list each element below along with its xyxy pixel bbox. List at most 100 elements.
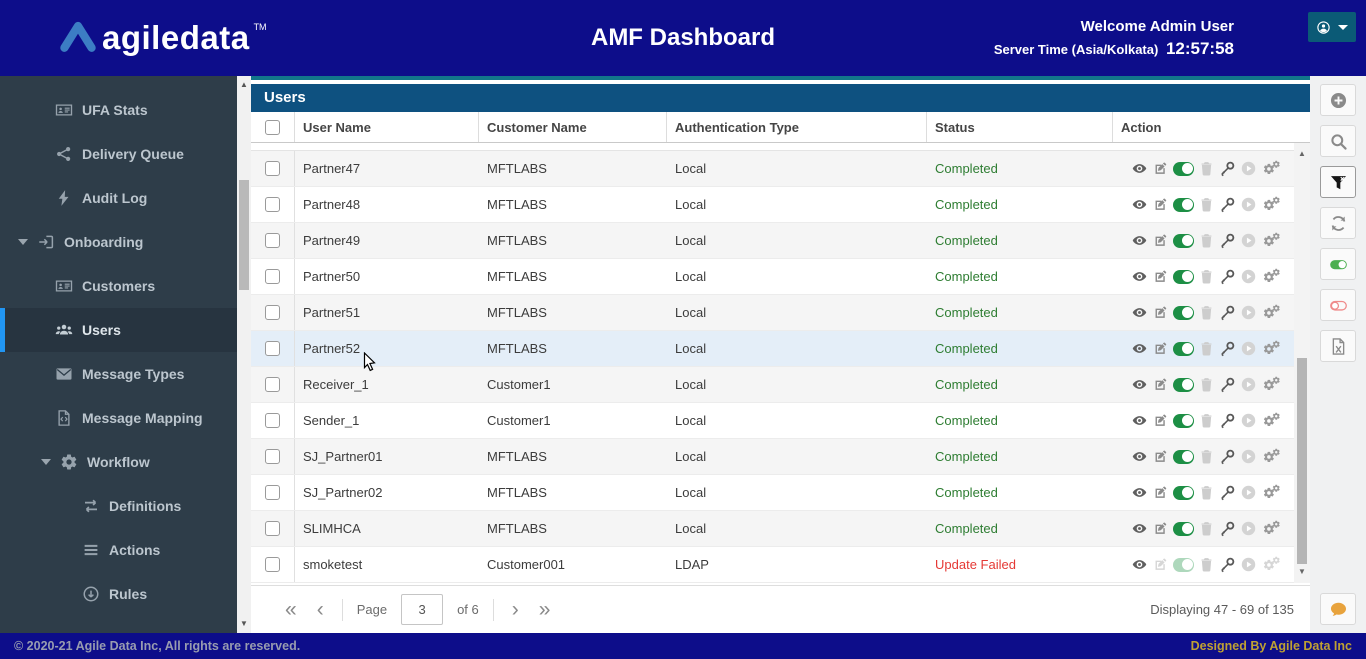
enable-toggle-icon[interactable] [1173, 198, 1194, 212]
edit-icon[interactable] [1152, 268, 1169, 285]
enable-toggle-icon[interactable] [1173, 378, 1194, 392]
play-icon[interactable] [1240, 304, 1257, 321]
play-icon[interactable] [1240, 520, 1257, 537]
view-icon[interactable] [1131, 556, 1148, 573]
table-row[interactable]: Sender_1 Customer1 Local Completed [251, 403, 1294, 439]
table-row[interactable]: Receiver_1 Customer1 Local Completed [251, 367, 1294, 403]
table-row[interactable]: SLIMHCA MFTLABS Local Completed [251, 511, 1294, 547]
settings-gears-icon[interactable] [1261, 376, 1283, 393]
delete-icon[interactable] [1198, 556, 1215, 573]
search-button[interactable] [1320, 125, 1356, 157]
table-row[interactable]: Partner47 MFTLABS Local Completed [251, 151, 1294, 187]
delete-icon[interactable] [1198, 484, 1215, 501]
sidebar-item-delivery-queue[interactable]: Delivery Queue [0, 132, 237, 176]
table-row[interactable]: SJ_Partner01 MFTLABS Local Completed [251, 439, 1294, 475]
key-icon[interactable] [1219, 196, 1236, 213]
delete-icon[interactable] [1198, 448, 1215, 465]
play-icon[interactable] [1240, 448, 1257, 465]
sidebar-item-rules[interactable]: Rules [0, 572, 237, 616]
settings-gears-icon[interactable] [1261, 484, 1283, 501]
delete-icon[interactable] [1198, 304, 1215, 321]
table-row[interactable]: smoketest Customer001 LDAP Update Failed [251, 547, 1294, 583]
play-icon[interactable] [1240, 412, 1257, 429]
row-checkbox[interactable] [265, 521, 280, 536]
delete-icon[interactable] [1198, 160, 1215, 177]
sidebar-item-message-types[interactable]: Message Types [0, 352, 237, 396]
table-row[interactable]: Partner50 MFTLABS Local Completed [251, 259, 1294, 295]
row-checkbox[interactable] [265, 341, 280, 356]
column-header-customer-name[interactable]: Customer Name [479, 112, 667, 142]
row-checkbox[interactable] [265, 449, 280, 464]
play-icon[interactable] [1240, 232, 1257, 249]
edit-icon[interactable] [1152, 484, 1169, 501]
user-menu-button[interactable] [1308, 12, 1356, 42]
view-icon[interactable] [1131, 412, 1148, 429]
settings-gears-icon[interactable] [1261, 556, 1283, 573]
table-row[interactable]: Partner48 MFTLABS Local Completed [251, 187, 1294, 223]
enable-toggle-icon[interactable] [1173, 450, 1194, 464]
sidebar-item-onboarding[interactable]: Onboarding [0, 220, 237, 264]
edit-icon[interactable] [1152, 556, 1169, 573]
view-icon[interactable] [1131, 340, 1148, 357]
enable-toggle-icon[interactable] [1173, 342, 1194, 356]
view-icon[interactable] [1131, 268, 1148, 285]
view-icon[interactable] [1131, 520, 1148, 537]
page-number-input[interactable] [401, 594, 443, 625]
key-icon[interactable] [1219, 232, 1236, 249]
settings-gears-icon[interactable] [1261, 160, 1283, 177]
column-header-status[interactable]: Status [927, 112, 1113, 142]
enable-toggle-icon[interactable] [1173, 162, 1194, 176]
delete-icon[interactable] [1198, 520, 1215, 537]
row-checkbox[interactable] [265, 557, 280, 572]
delete-icon[interactable] [1198, 268, 1215, 285]
key-icon[interactable] [1219, 448, 1236, 465]
row-checkbox[interactable] [265, 485, 280, 500]
disable-toggle-button[interactable] [1320, 289, 1356, 321]
edit-icon[interactable] [1152, 340, 1169, 357]
play-icon[interactable] [1240, 268, 1257, 285]
export-excel-button[interactable] [1320, 330, 1356, 362]
delete-icon[interactable] [1198, 412, 1215, 429]
refresh-button[interactable] [1320, 207, 1356, 239]
view-icon[interactable] [1131, 232, 1148, 249]
delete-icon[interactable] [1198, 376, 1215, 393]
key-icon[interactable] [1219, 268, 1236, 285]
enable-toggle-icon[interactable] [1173, 522, 1194, 536]
sidebar-scrollbar[interactable]: ▲ ▼ [237, 76, 251, 633]
row-checkbox[interactable] [265, 413, 280, 428]
sidebar-item-customers[interactable]: Customers [0, 264, 237, 308]
view-icon[interactable] [1131, 484, 1148, 501]
view-icon[interactable] [1131, 304, 1148, 321]
play-icon[interactable] [1240, 556, 1257, 573]
first-page-button[interactable]: « [275, 599, 307, 620]
delete-icon[interactable] [1198, 340, 1215, 357]
scroll-down-icon[interactable]: ▼ [237, 617, 251, 631]
sidebar-item-audit-log[interactable]: Audit Log [0, 176, 237, 220]
key-icon[interactable] [1219, 556, 1236, 573]
sidebar-item-users[interactable]: Users [0, 308, 237, 352]
play-icon[interactable] [1240, 376, 1257, 393]
chat-button[interactable] [1320, 593, 1356, 625]
row-checkbox[interactable] [265, 233, 280, 248]
delete-icon[interactable] [1198, 196, 1215, 213]
edit-icon[interactable] [1152, 232, 1169, 249]
enable-toggle-button[interactable] [1320, 248, 1356, 280]
scroll-up-icon[interactable]: ▲ [237, 78, 251, 92]
key-icon[interactable] [1219, 376, 1236, 393]
row-checkbox[interactable] [265, 269, 280, 284]
play-icon[interactable] [1240, 160, 1257, 177]
table-row[interactable]: Partner49 MFTLABS Local Completed [251, 223, 1294, 259]
next-page-button[interactable]: › [502, 599, 529, 620]
key-icon[interactable] [1219, 484, 1236, 501]
sidebar-scrollbar-thumb[interactable] [239, 180, 249, 290]
settings-gears-icon[interactable] [1261, 448, 1283, 465]
scroll-up-icon[interactable]: ▲ [1294, 147, 1310, 161]
play-icon[interactable] [1240, 340, 1257, 357]
settings-gears-icon[interactable] [1261, 412, 1283, 429]
sidebar-item-ufa-stats[interactable]: UFA Stats [0, 88, 237, 132]
edit-icon[interactable] [1152, 196, 1169, 213]
view-icon[interactable] [1131, 448, 1148, 465]
table-row[interactable]: SJ_Partner02 MFTLABS Local Completed [251, 475, 1294, 511]
settings-gears-icon[interactable] [1261, 196, 1283, 213]
scroll-down-icon[interactable]: ▼ [1294, 565, 1310, 579]
